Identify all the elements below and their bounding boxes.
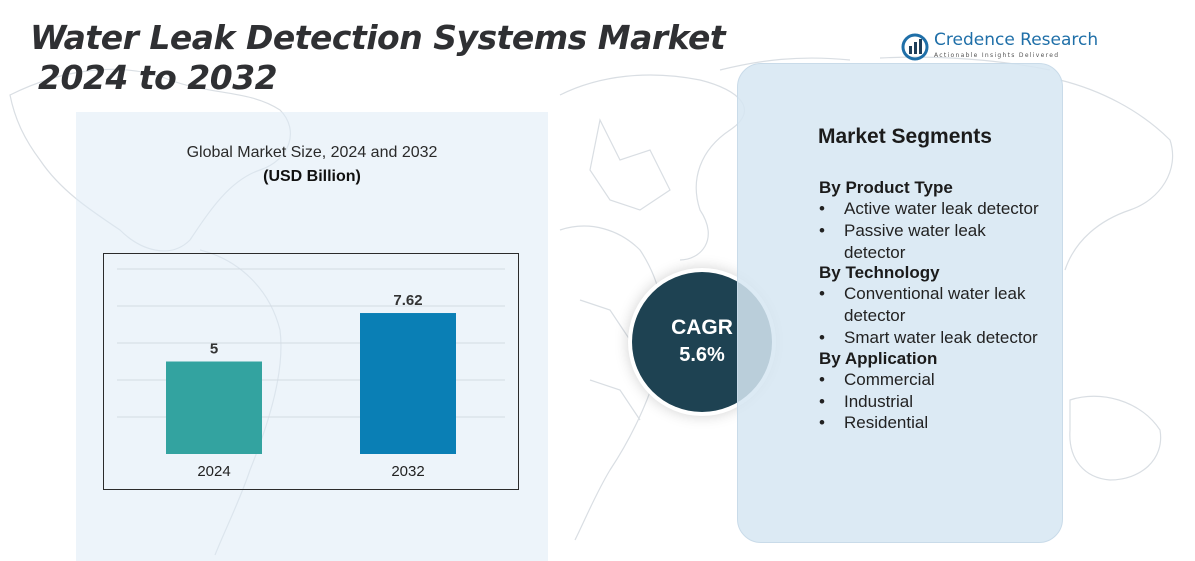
segment-group-title: By Technology (819, 263, 940, 283)
category-label: 2032 (391, 463, 424, 480)
chart-bars: 5 2024 7.62 2032 (166, 292, 456, 480)
bar-value-label: 7.62 (393, 292, 422, 309)
segment-group-title: By Application (819, 348, 938, 368)
cagr-label: CAGR (671, 316, 733, 339)
bar-2032 (360, 313, 456, 454)
segment-item: Active water leak detector (819, 198, 1049, 220)
brand-logo: Credence Research Actionable Insights De… (900, 30, 1098, 64)
bar-2024 (166, 361, 262, 454)
segment-item: Smart water leak detector (819, 327, 1049, 349)
title-line-2: 2024 to 2032 (38, 58, 278, 97)
logo-icon (901, 33, 929, 61)
bar-value-label: 5 (210, 341, 218, 358)
logo-name: Credence Research (934, 30, 1099, 50)
segment-item: Residential (819, 412, 1049, 434)
segment-item: Industrial (819, 391, 1049, 413)
chart-title: Global Market Size, 2024 and 2032 (186, 144, 438, 161)
chart-frame (103, 253, 519, 490)
chart-unit: (USD Billion) (263, 168, 361, 185)
segment-item: Conventional water leak detector (819, 283, 1049, 327)
title-line-1: Water Leak Detection Systems Market (30, 18, 726, 57)
segments-list: By Product TypeActive water leak detecto… (819, 178, 1049, 434)
segment-item: Commercial (819, 369, 1049, 391)
segment-item: Passive water leak detector (819, 220, 1049, 264)
segments-title: Market Segments (818, 125, 992, 148)
chart-panel (76, 112, 548, 561)
cagr-value: 5.6% (679, 344, 725, 366)
page-title: Water Leak Detection Systems Market 2024… (30, 18, 726, 98)
logo-tagline: Actionable Insights Delivered (934, 52, 1060, 59)
segment-group-title: By Product Type (819, 178, 953, 197)
category-label: 2024 (197, 463, 230, 480)
bar-chart: 5 2024 7.62 2032 (103, 253, 519, 490)
